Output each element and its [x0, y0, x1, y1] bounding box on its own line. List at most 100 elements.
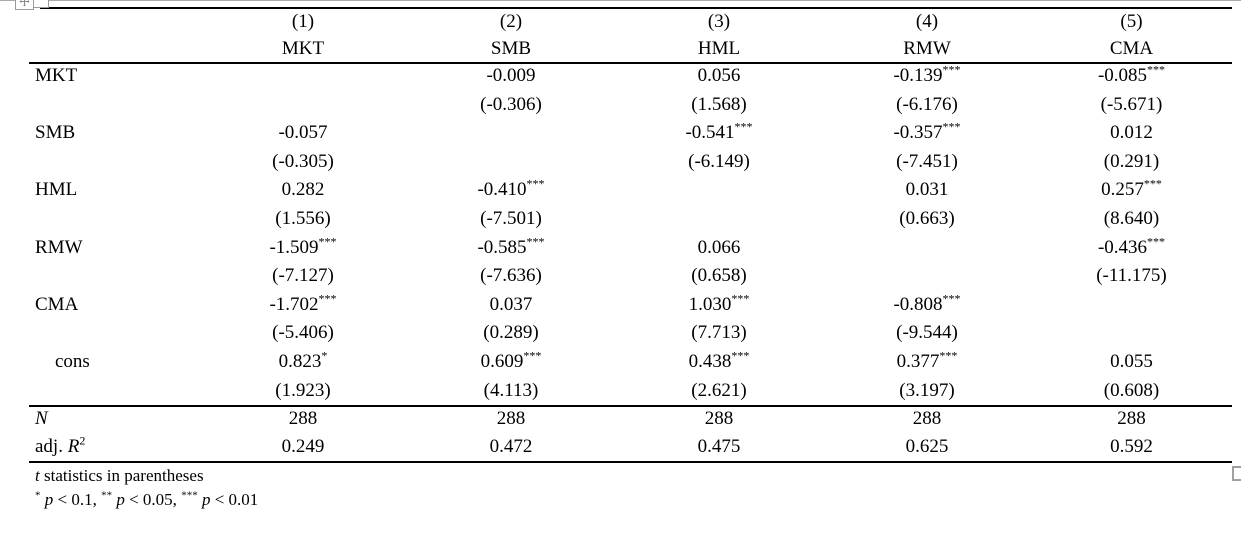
row-label-mkt: MKT [35, 65, 78, 86]
tstat-row-cma: (-5.406) (0.289) (7.713) (-9.544) [29, 319, 1232, 348]
tstat-cell-col5: (-5.671) [1100, 93, 1163, 115]
model-number-4: (4) [915, 11, 939, 32]
tstat-row-cons: (1.923) (4.113) (2.621) (3.197) (0.608) [29, 377, 1232, 406]
tstat-cell-col4: (0.663) [899, 207, 955, 229]
coef-cell-col3: 0.056 [697, 65, 741, 86]
coef-cell-col1: 0.282 [281, 179, 325, 201]
stat-label-adj-r2: adj. R2 [35, 433, 86, 458]
tstat-cell-col2: (-7.636) [480, 265, 542, 287]
coef-cell-col4: 0.031 [905, 179, 949, 201]
tstat-row-hml: (1.556) (-7.501) (0.663) (8.640) [29, 205, 1232, 234]
coef-cell-col3: 1.030*** [688, 291, 750, 315]
tstat-cell-col3: (-6.149) [688, 150, 750, 172]
stat-value-col1: 288 [288, 408, 318, 430]
header-model-numbers: (1) (2) (3) (4) (5) [29, 8, 1232, 35]
tstat-cell-col1: (-5.406) [272, 322, 334, 344]
coef-cell-col1: -1.509*** [269, 234, 337, 258]
tstat-cell-col3: (2.621) [691, 379, 747, 401]
coef-cell-col3: -0.541*** [685, 119, 753, 144]
stat-value-col1: 0.249 [281, 436, 325, 458]
stat-value-col5: 288 [1117, 408, 1146, 430]
coef-cell-col3: 0.066 [697, 236, 741, 258]
model-number-1: (1) [291, 11, 315, 32]
coef-cell-col2: 0.037 [489, 293, 533, 315]
tstat-cell-col1: (-0.305) [272, 150, 334, 172]
stat-value-col2: 288 [496, 408, 526, 430]
regression-table: (1) (2) (3) (4) (5) MKT SMB HML RMW CMA MKT -0.009 0… [29, 8, 1232, 512]
coef-cell-col2: -0.410*** [477, 177, 545, 201]
table-footnotes: t statistics in parentheses * p < 0.1, **… [29, 464, 1232, 512]
tstat-row-smb: (-0.305) (-6.149) (-7.451) (0.291) [29, 148, 1232, 177]
table-bottom-rule [29, 461, 1232, 463]
tstat-cell-col3: (7.713) [691, 322, 747, 344]
row-label-cons: cons [55, 350, 90, 372]
stat-label-N: N [35, 408, 48, 430]
tstat-cell-col5: (0.608) [1103, 379, 1160, 401]
coef-cell-col2: -0.009 [486, 65, 536, 86]
coef-cell-col4: -0.139*** [893, 62, 961, 86]
coef-row-hml: HML 0.282 -0.410*** 0.031 0.257*** [29, 176, 1232, 205]
tstat-cell-col3: (0.658) [691, 265, 747, 287]
coef-cell-col5: 0.257*** [1101, 177, 1162, 201]
tstat-cell-col1: (1.556) [275, 207, 331, 229]
tstat-cell-col2: (-7.501) [480, 207, 542, 229]
model-name-cma: CMA [1109, 38, 1154, 59]
tstat-note: t statistics in parentheses [35, 466, 204, 486]
coef-row-rmw: RMW -1.509*** -0.585*** 0.066 -0.436*** [29, 234, 1232, 263]
table-resize-handle[interactable] [1232, 466, 1241, 481]
tstat-row-rmw: (-7.127) (-7.636) (0.658) (-11.175) [29, 262, 1232, 291]
coef-cell-col1: 0.823* [278, 348, 328, 372]
tstat-cell-col3: (1.568) [691, 93, 747, 115]
tstat-cell-col4: (3.197) [899, 379, 955, 401]
tstat-cell-col1: (-7.127) [272, 265, 334, 287]
stat-value-col3: 288 [704, 408, 734, 430]
significance-note: * p < 0.1, ** p < 0.05, *** p < 0.01 [35, 489, 259, 510]
stat-value-col4: 0.625 [905, 436, 949, 458]
stat-value-col5: 0.592 [1110, 436, 1153, 458]
table-stats-rule [29, 405, 1232, 407]
coef-cell-col3: 0.438*** [688, 348, 750, 372]
tstat-cell-col4: (-7.451) [896, 150, 958, 172]
coef-cell-col4: -0.357*** [893, 119, 961, 144]
model-number-3: (3) [707, 11, 731, 32]
model-name-mkt: MKT [281, 38, 325, 59]
tstat-cell-col5: (8.640) [1103, 207, 1160, 229]
coef-cell-col5: 0.055 [1110, 350, 1153, 372]
row-label-rmw: RMW [35, 236, 83, 258]
coef-cell-col4: 0.377*** [896, 348, 958, 372]
coef-row-cma: CMA -1.702*** 0.037 1.030*** -0.808*** [29, 291, 1232, 320]
stat-value-col2: 0.472 [489, 436, 533, 458]
tstat-cell-col2: (0.289) [483, 322, 539, 344]
coef-cell-col2: 0.609*** [480, 348, 542, 372]
four-way-arrow-icon [19, 0, 30, 7]
model-number-2: (2) [499, 11, 523, 32]
page-top-edge [0, 0, 1241, 1]
tstat-cell-col1: (1.923) [275, 379, 331, 401]
tstat-cell-col4: (-9.544) [896, 322, 958, 344]
coef-cell-col1: -0.057 [278, 122, 328, 144]
tstat-cell-col2: (4.113) [483, 379, 539, 401]
coef-cell-col2: -0.585*** [477, 234, 545, 258]
coef-row-mkt: MKT -0.009 0.056 -0.139*** -0.085*** [29, 62, 1232, 91]
coef-cell-col4: -0.808*** [893, 291, 961, 315]
model-name-hml: HML [697, 38, 741, 59]
model-number-5: (5) [1120, 11, 1143, 32]
model-name-rmw: RMW [903, 38, 951, 59]
row-label-smb: SMB [35, 122, 76, 144]
tstat-cell-col5: (-11.175) [1096, 265, 1167, 287]
tstat-cell-col2: (-0.306) [480, 93, 542, 115]
coef-cell-col5: -0.436*** [1097, 234, 1166, 258]
stat-value-col3: 0.475 [697, 436, 741, 458]
header-model-names: MKT SMB HML RMW CMA [29, 35, 1232, 62]
tstat-cell-col4: (-6.176) [896, 93, 958, 115]
stat-row-adj-r2: adj. R2 0.249 0.472 0.475 0.625 0.592 [29, 433, 1232, 461]
table-top-border [40, 7, 1232, 9]
stat-row-N: N 288 288 288 288 288 [29, 405, 1232, 433]
row-label-hml: HML [35, 179, 78, 201]
coef-cell-col1: -1.702*** [269, 291, 337, 315]
stat-value-col4: 288 [912, 408, 942, 430]
coef-cell-col5: 0.012 [1110, 122, 1153, 144]
table-move-handle-icon[interactable] [15, 0, 34, 10]
table-header-rule [29, 62, 1232, 64]
